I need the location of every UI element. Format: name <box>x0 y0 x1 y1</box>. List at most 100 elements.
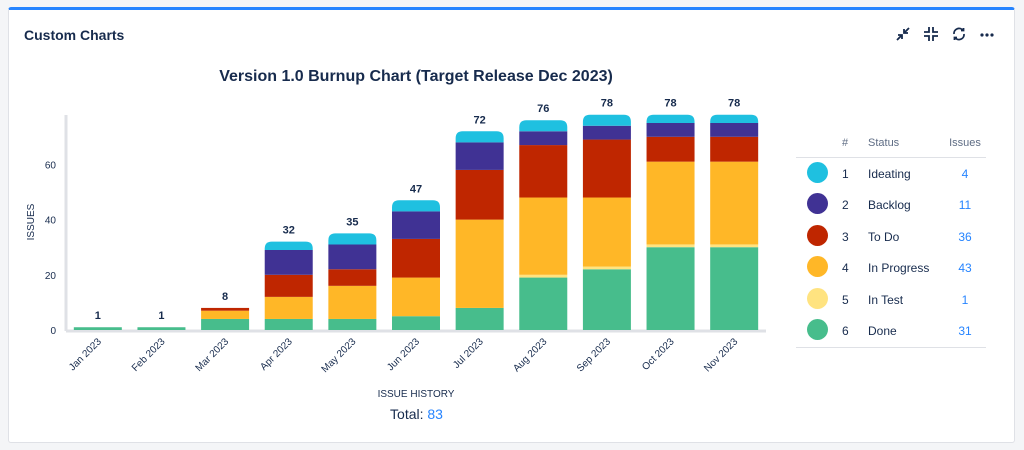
bar-total-label: 78 <box>601 98 613 110</box>
refresh-icon[interactable] <box>950 25 968 43</box>
bar-segment[interactable] <box>455 142 504 170</box>
x-tick-label: Sep 2023 <box>575 336 613 374</box>
legend-swatch <box>807 319 828 341</box>
legend-count[interactable]: 36 <box>958 229 972 244</box>
bar-segment[interactable] <box>392 277 440 317</box>
bar-segment[interactable] <box>646 247 695 330</box>
legend-count[interactable]: 11 <box>958 198 972 213</box>
legend-swatch <box>807 224 828 246</box>
bar-segment[interactable] <box>519 277 568 330</box>
legend-count[interactable]: 43 <box>958 261 972 276</box>
bar-segment[interactable] <box>264 296 313 319</box>
legend-count[interactable]: 31 <box>944 315 986 348</box>
bar-segment[interactable] <box>328 233 377 245</box>
total-label: Total: <box>390 406 424 422</box>
bar-segment[interactable] <box>264 241 313 250</box>
legend-row[interactable]: 5 In Test 1 <box>796 284 986 316</box>
bar-segment[interactable] <box>519 145 568 198</box>
bar-segment[interactable] <box>455 307 504 330</box>
bar-segment[interactable] <box>710 247 759 330</box>
bar-segment[interactable] <box>646 244 695 248</box>
bar-segment[interactable] <box>519 131 568 146</box>
legend-swatch <box>807 256 828 278</box>
x-tick-label: Apr 2023 <box>258 336 295 373</box>
bar-segment[interactable] <box>519 274 568 278</box>
legend-swatch <box>807 287 828 309</box>
bar-segment[interactable] <box>519 120 568 132</box>
bar-total-label: 78 <box>664 98 676 110</box>
x-tick-label: Oct 2023 <box>640 336 677 373</box>
bar-segment[interactable] <box>201 307 250 311</box>
bar-segment[interactable] <box>328 244 377 270</box>
bar-segment[interactable] <box>646 136 695 162</box>
x-tick-label: Jun 2023 <box>385 336 422 373</box>
bar-segment[interactable] <box>328 269 377 286</box>
bar-segment[interactable] <box>455 219 504 308</box>
bar-segment[interactable] <box>710 123 759 137</box>
total-value[interactable]: 83 <box>427 406 443 422</box>
bar-segment[interactable] <box>264 274 313 297</box>
legend-row[interactable]: 2 Backlog 11 <box>796 190 986 222</box>
legend-status: Backlog <box>868 198 911 213</box>
bar-segment[interactable] <box>455 169 504 220</box>
bar-segment[interactable] <box>455 131 504 143</box>
bar-segment[interactable] <box>328 285 377 319</box>
legend-row[interactable]: 1 Ideating 4 <box>796 158 986 190</box>
x-tick-label: Mar 2023 <box>194 336 232 374</box>
bar-total-label: 72 <box>474 114 486 126</box>
bar-total-label: 8 <box>222 291 228 303</box>
bar-segment[interactable] <box>73 327 122 330</box>
bar-segment[interactable] <box>710 114 759 123</box>
bar-segment[interactable] <box>582 266 631 270</box>
x-axis-label: ISSUE HISTORY <box>378 389 455 400</box>
x-tick-label: Aug 2023 <box>511 336 549 374</box>
bar-total-label: 32 <box>283 225 295 237</box>
bar-segment[interactable] <box>582 197 631 267</box>
bar-segment[interactable] <box>582 125 631 140</box>
bar-segment[interactable] <box>137 327 186 330</box>
legend-status: To Do <box>868 229 900 244</box>
legend-index: 4 <box>842 261 849 276</box>
bar-segment[interactable] <box>710 136 759 162</box>
x-tick-label: Jul 2023 <box>451 336 486 371</box>
chart-title: Version 1.0 Burnup Chart (Target Release… <box>219 68 613 85</box>
more-icon[interactable] <box>978 25 996 43</box>
collapse-icon[interactable] <box>894 25 912 43</box>
bar-segment[interactable] <box>582 139 631 198</box>
legend-status: Ideating <box>868 166 911 181</box>
bar-segment[interactable] <box>201 310 250 319</box>
bar-segment[interactable] <box>392 238 440 278</box>
legend-count[interactable]: 1 <box>961 292 969 307</box>
bar-segment[interactable] <box>392 211 440 239</box>
bar-segment[interactable] <box>710 244 759 248</box>
x-tick-label: Nov 2023 <box>702 336 740 374</box>
legend-status: In Test <box>868 292 904 307</box>
status-legend: # Status Issues 1 Ideating 4 2 Backlog 11 3 To … <box>796 133 986 348</box>
legend-header-issues: Issues <box>944 133 986 158</box>
legend-row[interactable]: 4 In Progress 43 <box>796 253 986 285</box>
legend-count[interactable]: 4 <box>961 166 969 181</box>
bar-segment[interactable] <box>582 114 631 126</box>
burnup-chart: Version 1.0 Burnup Chart (Target Release… <box>26 68 766 400</box>
legend-index: 3 <box>842 229 849 244</box>
bar-segment[interactable] <box>646 114 695 123</box>
legend-row[interactable]: 6 Done 31 <box>796 315 986 348</box>
panel-actions <box>894 25 996 43</box>
legend-index: 1 <box>842 166 849 181</box>
bar-segment[interactable] <box>646 161 695 245</box>
bar-total-label: 76 <box>537 103 549 115</box>
legend-row[interactable]: 3 To Do 36 <box>796 221 986 253</box>
bar-segment[interactable] <box>328 318 377 330</box>
legend-status: Done <box>868 315 944 348</box>
bar-segment[interactable] <box>392 316 440 330</box>
bar-segment[interactable] <box>201 318 250 330</box>
bar-segment[interactable] <box>582 269 631 330</box>
bar-total-label: 47 <box>410 183 422 195</box>
minimize-icon[interactable] <box>922 25 940 43</box>
bar-segment[interactable] <box>264 318 313 330</box>
bar-segment[interactable] <box>519 197 568 275</box>
bar-segment[interactable] <box>646 123 695 137</box>
bar-segment[interactable] <box>710 161 759 245</box>
bar-segment[interactable] <box>392 200 440 212</box>
bar-segment[interactable] <box>264 249 313 275</box>
